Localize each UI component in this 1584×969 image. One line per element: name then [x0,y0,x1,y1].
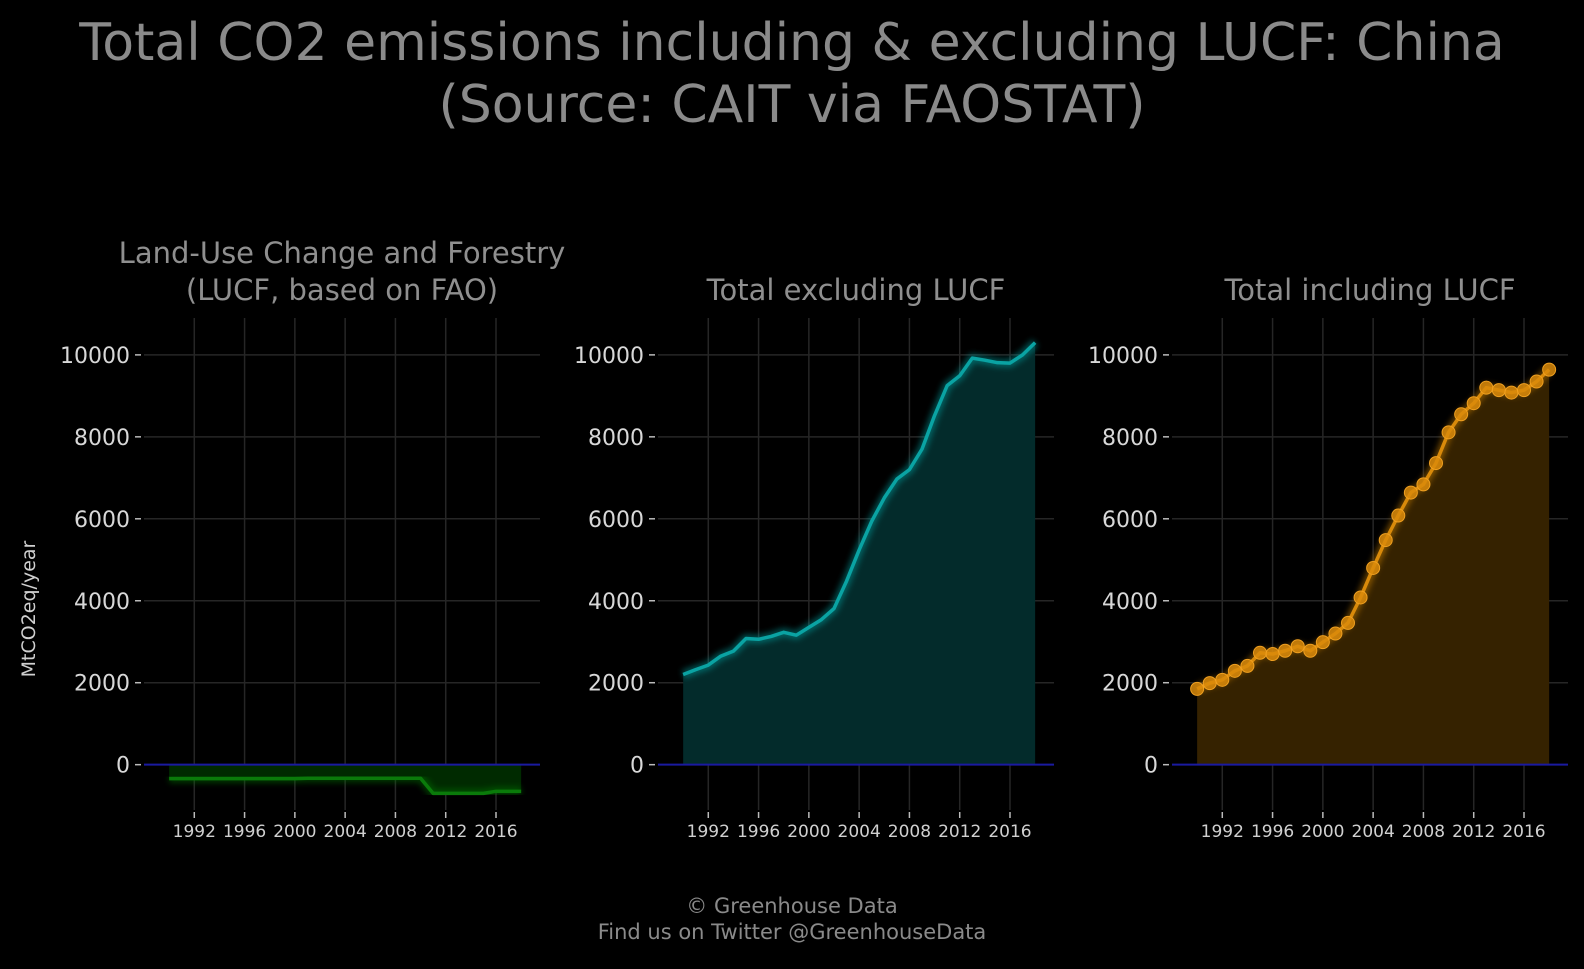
x-tick-label: 2008 [1402,822,1445,842]
y-tick-label: 8000 [1102,426,1158,451]
data-point-1994 [1240,658,1255,673]
data-point-2006 [1391,508,1406,523]
data-point-2010 [1441,425,1456,440]
panel-title-lucf-0: Land-Use Change and Forestry [119,236,566,270]
x-tick-label: 1996 [223,822,266,842]
data-point-2013 [1479,380,1494,395]
data-point-2005 [1378,533,1393,548]
x-tick-label: 2012 [938,822,981,842]
panel-including: Total including LUCF 0 2000 4000 6000 8000 100… [1088,273,1568,842]
x-tick-label: 1992 [173,822,216,842]
y-tick-label: 8000 [74,426,130,451]
x-tick-label: 2004 [1352,822,1395,842]
x-tick-label: 2000 [273,822,316,842]
x-tick-label: 2016 [988,822,1031,842]
x-tick-label: 1992 [687,822,730,842]
data-point-1991 [1202,676,1217,691]
x-tick-label: 2000 [1301,822,1344,842]
data-point-2014 [1491,383,1506,398]
y-tick-label: 0 [1144,754,1158,779]
y-tick-label: 2000 [74,672,130,697]
data-point-2017 [1529,374,1544,389]
data-point-2000 [1315,635,1330,650]
y-tick-label: 0 [116,754,130,779]
panel-lucf: Land-Use Change and Forestry(LUCF, based… [18,236,565,842]
x-tick-label: 2008 [888,822,931,842]
y-tick-label: 4000 [74,590,130,615]
panel-title-excluding-0: Total excluding LUCF [706,273,1006,307]
x-tick-label: 1996 [1251,822,1294,842]
data-point-2009 [1429,456,1443,471]
data-point-1993 [1227,663,1242,678]
data-point-2016 [1517,383,1531,398]
area-fill-including [1197,369,1550,765]
data-point-2001 [1328,626,1343,641]
y-tick-label: 10000 [60,344,130,369]
series-line-lucf [169,776,522,796]
data-point-2004 [1366,560,1381,575]
x-tick-label: 2016 [1502,822,1545,842]
area-fill-lucf [169,764,522,794]
footer-copyright: © Greenhouse Data [686,894,897,918]
x-tick-label: 2004 [838,822,881,842]
x-tick-label: 2012 [1452,822,1495,842]
data-point-1999 [1303,643,1318,658]
x-tick-label: 2000 [787,822,830,842]
data-point-2012 [1466,396,1481,411]
data-point-2007 [1403,485,1418,500]
series-line-excluding [682,341,1037,677]
y-tick-label: 8000 [588,426,644,451]
data-point-2003 [1353,590,1368,605]
data-point-1996 [1265,647,1280,662]
x-tick-label: 2016 [474,822,517,842]
data-point-2008 [1416,477,1431,492]
x-tick-label: 2012 [424,822,467,842]
panel-title-lucf-1: (LUCF, based on FAO) [186,273,498,307]
data-point-2018 [1542,362,1557,377]
data-point-2002 [1341,615,1355,630]
data-point-1997 [1278,643,1293,658]
y-tick-label: 2000 [588,672,644,697]
panel-title-including-0: Total including LUCF [1223,273,1515,307]
y-tick-label: 6000 [588,508,644,533]
data-point-1992 [1215,672,1230,687]
y-tick-label: 0 [630,754,644,779]
data-point-1995 [1253,645,1267,660]
y-tick-label: 6000 [74,508,130,533]
chart-title-line2: (Source: CAIT via FAOSTAT) [438,75,1145,135]
footer-twitter: Find us on Twitter @GreenhouseData [598,920,987,944]
x-tick-label: 1996 [737,822,780,842]
y-tick-label: 4000 [588,590,644,615]
x-tick-label: 2004 [324,822,367,842]
y-axis-label: MtCO2eq/year [18,540,40,677]
data-point-1990 [1190,681,1205,696]
y-tick-label: 10000 [1088,344,1158,369]
y-tick-label: 2000 [1102,672,1158,697]
data-point-1998 [1290,639,1305,654]
data-point-2015 [1504,385,1519,400]
chart-title-line1: Total CO2 emissions including & excludin… [78,13,1504,73]
x-tick-label: 1992 [1201,822,1244,842]
chart-panels: Land-Use Change and Forestry(LUCF, based… [18,236,1568,842]
y-tick-label: 10000 [574,344,644,369]
data-point-2011 [1454,407,1469,422]
panel-excluding: Total excluding LUCF 0 2000 4000 6000 8000 100… [574,273,1054,842]
x-tick-label: 2008 [374,822,417,842]
y-tick-label: 6000 [1102,508,1158,533]
y-tick-label: 4000 [1102,590,1158,615]
